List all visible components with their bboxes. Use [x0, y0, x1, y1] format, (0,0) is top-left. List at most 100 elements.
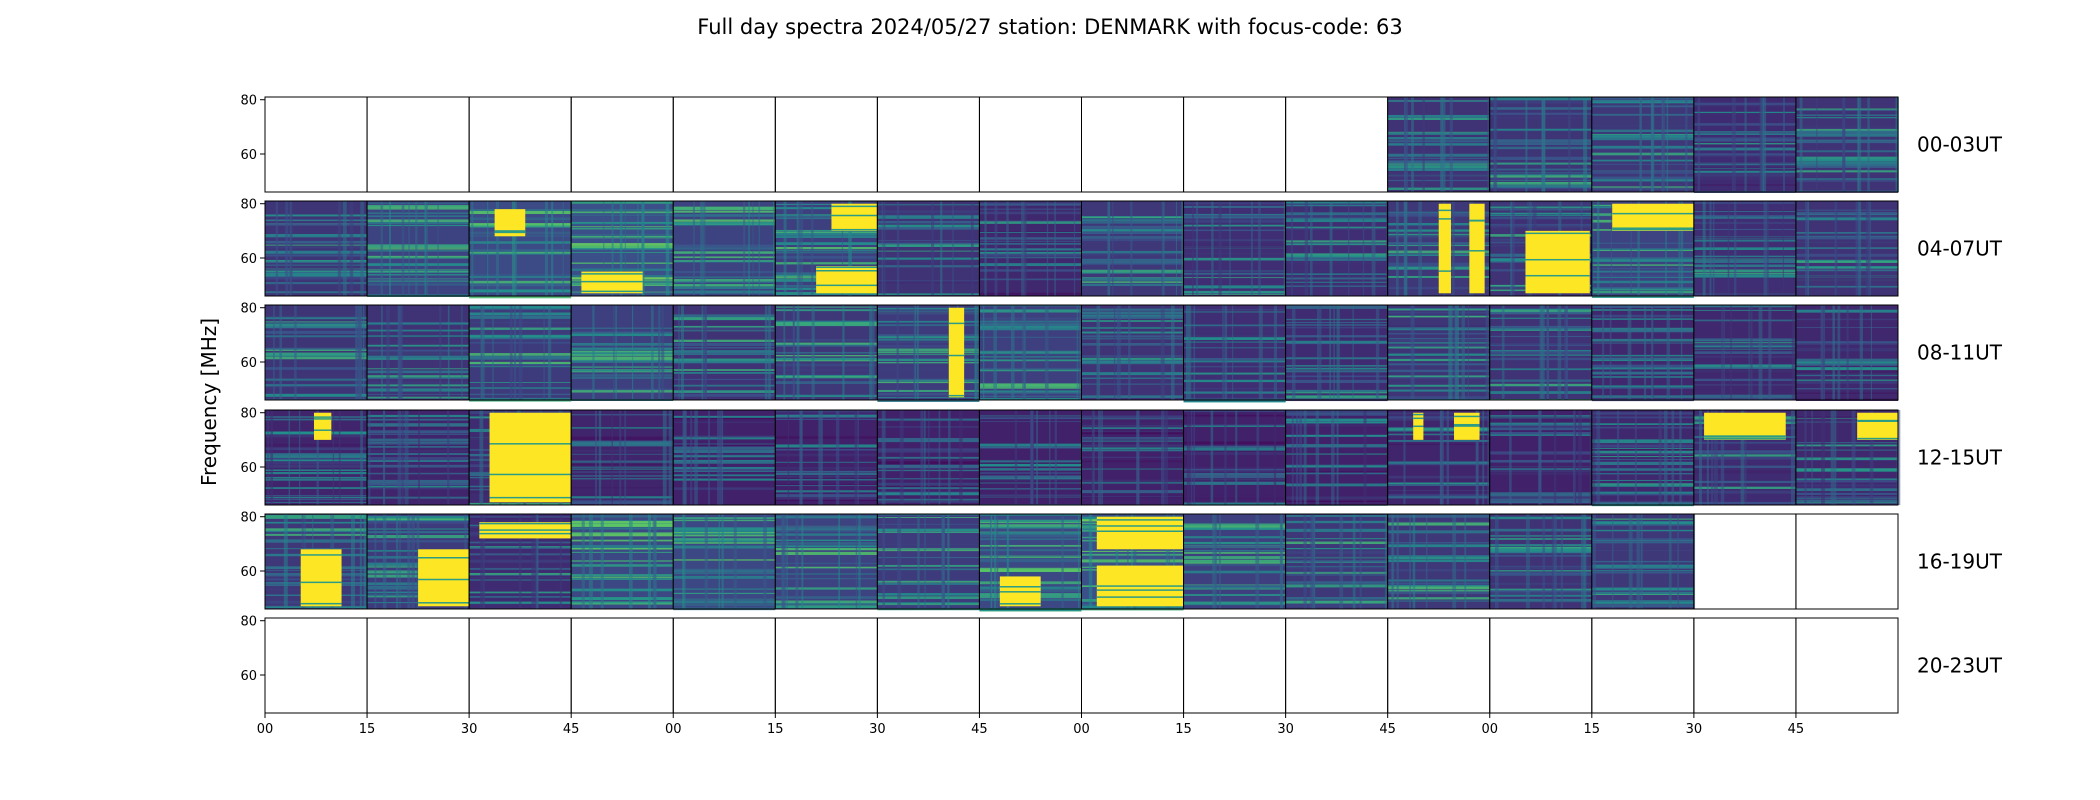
frequency-streak	[265, 246, 368, 249]
frequency-streak	[979, 544, 1082, 547]
spectrum-panel-00-03UT-14	[1693, 96, 1797, 193]
spectrum-panel-00-03UT-9	[1183, 96, 1287, 193]
time-streak	[1135, 410, 1139, 505]
frequency-streak	[1693, 340, 1796, 342]
spectrum-panel-08-11UT-9	[1183, 304, 1287, 403]
frequency-streak	[1795, 241, 1898, 243]
time-streak	[1403, 410, 1406, 505]
time-streak	[982, 305, 985, 400]
frequency-streak	[1795, 484, 1898, 487]
burst-streak	[418, 578, 470, 581]
frequency-streak	[673, 260, 776, 262]
time-streak	[1130, 201, 1133, 296]
time-streak	[1791, 305, 1796, 400]
frequency-streak	[367, 384, 470, 387]
frequency-streak	[1489, 225, 1592, 228]
frequency-streak	[1693, 216, 1796, 219]
spectrum-panel-20-23UT-8	[1081, 617, 1185, 714]
frequency-streak	[1183, 564, 1286, 566]
time-streak	[665, 201, 670, 296]
burst-streak	[494, 230, 526, 232]
frequency-streak	[1183, 253, 1286, 255]
frequency-streak	[1489, 590, 1592, 593]
time-streak	[801, 201, 803, 296]
time-streak	[1076, 305, 1078, 400]
frequency-streak	[673, 442, 776, 446]
time-streak	[1539, 305, 1543, 400]
frequency-streak	[1591, 129, 1694, 133]
frequency-streak	[673, 322, 776, 326]
frequency-streak	[1591, 439, 1694, 441]
time-streak	[940, 201, 943, 296]
frequency-streak	[1693, 211, 1796, 213]
frequency-streak	[1693, 305, 1796, 308]
frequency-streak	[367, 222, 470, 224]
frequency-streak	[367, 396, 470, 399]
frequency-streak	[1285, 603, 1388, 607]
burst-region	[300, 549, 342, 607]
time-streak	[536, 514, 539, 609]
time-streak	[1501, 305, 1505, 400]
frequency-streak	[1387, 542, 1490, 544]
time-streak	[1733, 201, 1737, 296]
frequency-streak	[979, 352, 1082, 355]
frequency-streak	[367, 449, 470, 453]
frequency-streak	[1591, 453, 1694, 455]
spectrum-panel-04-07UT-12	[1489, 200, 1593, 297]
frequency-streak	[979, 558, 1082, 562]
spectrum-background	[1591, 305, 1694, 400]
time-streak	[882, 514, 885, 609]
frequency-streak	[673, 447, 776, 450]
frequency-streak	[265, 548, 368, 550]
frequency-streak	[979, 203, 1082, 206]
frequency-streak	[1183, 570, 1286, 574]
time-streak	[514, 201, 517, 296]
time-streak	[1537, 410, 1541, 505]
spectrum-panel-12-15UT-15	[1795, 409, 1901, 506]
burst-region	[948, 307, 965, 398]
time-streak	[1464, 514, 1467, 609]
frequency-streak	[1591, 171, 1694, 174]
frequency-streak	[1183, 492, 1286, 496]
frequency-streak	[1387, 117, 1490, 121]
frequency-streak	[673, 469, 776, 472]
frequency-streak	[367, 349, 470, 353]
frequency-streak	[1795, 108, 1898, 111]
time-streak	[631, 305, 634, 400]
frequency-streak	[1285, 226, 1388, 229]
panel-frame	[468, 617, 572, 714]
time-streak	[1583, 97, 1588, 192]
time-streak	[349, 201, 354, 296]
panel-frame	[1795, 96, 1899, 193]
time-streak	[360, 410, 363, 505]
frequency-streak	[877, 517, 980, 519]
x-tick-label: 00	[257, 722, 274, 737]
time-streak	[337, 201, 342, 296]
time-streak	[641, 201, 645, 296]
frequency-streak	[367, 329, 470, 332]
frequency-streak	[673, 421, 776, 423]
frequency-streak	[1387, 443, 1490, 446]
time-streak	[799, 410, 802, 505]
frequency-streak	[1183, 445, 1286, 448]
frequency-streak	[367, 344, 470, 347]
frequency-streak	[1387, 522, 1490, 525]
burst-streak	[313, 416, 332, 418]
frequency-streak	[367, 321, 470, 324]
frequency-streak	[775, 364, 878, 367]
frequency-streak	[571, 356, 674, 360]
plot-area: 00-03UT608004-07UT608008-11UT608012-15UT…	[240, 94, 2002, 737]
time-streak	[1583, 514, 1587, 609]
frequency-streak	[1183, 523, 1286, 527]
frequency-streak	[775, 461, 878, 463]
frequency-streak	[1795, 268, 1898, 270]
frequency-streak	[775, 413, 878, 417]
burst-streak	[1413, 413, 1424, 416]
frequency-streak	[673, 249, 776, 251]
time-streak	[1823, 305, 1825, 400]
frequency-streak	[1081, 258, 1184, 261]
frequency-streak	[1591, 178, 1694, 182]
time-streak	[748, 201, 750, 296]
frequency-streak	[1081, 229, 1184, 232]
frequency-streak	[1693, 267, 1796, 270]
